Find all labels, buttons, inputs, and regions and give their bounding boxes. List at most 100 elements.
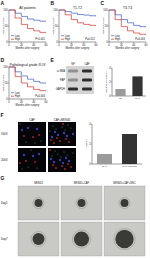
label: T1-T2 xyxy=(73,6,82,10)
series-group xyxy=(109,10,146,35)
cell-dot xyxy=(23,135,25,137)
y-axis xyxy=(112,68,113,96)
bars xyxy=(115,76,142,96)
series-group xyxy=(59,10,96,26)
spheroid-halo xyxy=(31,232,46,247)
fluorescence-images: CAFCAF+MKN45100X200X xyxy=(1,118,76,173)
label: 0 xyxy=(8,100,10,104)
legend-swatch xyxy=(11,35,14,36)
label: D xyxy=(1,57,5,63)
label: Low xyxy=(115,34,120,38)
survival-curve xyxy=(9,67,46,91)
label: Low xyxy=(15,91,20,95)
label: E xyxy=(51,57,55,63)
survival-curve xyxy=(109,10,146,28)
label: Months after surgery xyxy=(116,46,140,50)
label: 50 xyxy=(5,24,8,28)
cell-dot xyxy=(68,160,70,162)
cell-dot xyxy=(67,163,69,165)
series-group xyxy=(9,10,46,33)
label: 200X xyxy=(1,158,8,162)
label: FAP xyxy=(60,78,65,82)
spheroid-halo xyxy=(33,198,44,209)
cell-dot xyxy=(34,142,35,143)
cell-dot xyxy=(64,168,66,170)
brightfield xyxy=(18,222,59,256)
cell-dot xyxy=(66,154,67,155)
cell-dot xyxy=(56,137,58,139)
cell-dot xyxy=(63,132,65,134)
cell-dot xyxy=(72,152,73,153)
y-tick xyxy=(108,42,109,43)
cell-dot xyxy=(32,136,34,138)
x-axis xyxy=(109,42,146,43)
km-chart: 0204060050100T3-T4Months after surgeryOv… xyxy=(102,6,148,51)
label: 40 xyxy=(82,43,85,47)
label: CAF xyxy=(84,62,90,66)
y-tick xyxy=(111,96,112,97)
cell-dot xyxy=(38,134,40,136)
cell-dot xyxy=(60,156,61,157)
label: NF xyxy=(119,97,123,100)
bars xyxy=(97,134,137,164)
x-axis xyxy=(59,42,96,43)
cell-dot xyxy=(70,166,72,168)
spheroid-halo xyxy=(114,228,135,249)
label: P=0.012 xyxy=(85,37,95,41)
y-tick xyxy=(8,83,9,84)
label: 0 xyxy=(6,40,8,44)
spheroid xyxy=(35,199,43,207)
label: MKN45+CAF+NSC xyxy=(113,181,135,185)
bar xyxy=(122,134,137,164)
cell-dot xyxy=(32,155,34,157)
y-axis xyxy=(59,10,60,42)
cell-dot xyxy=(55,167,57,169)
y-tick xyxy=(58,26,59,27)
legend-swatch xyxy=(111,35,114,36)
label: α-SMA xyxy=(57,69,65,73)
y-tick xyxy=(58,10,59,11)
cell-dot xyxy=(52,125,53,126)
y-tick xyxy=(8,10,9,11)
cell-dot xyxy=(27,127,29,129)
y-tick xyxy=(108,10,109,11)
label: 100 xyxy=(53,8,58,12)
label: CAF xyxy=(29,118,35,122)
label: Months after surgery xyxy=(66,46,90,50)
brightfield xyxy=(18,186,59,220)
label: Months after surgery xyxy=(16,103,40,107)
legend-swatch xyxy=(111,39,114,40)
label: Relative expression xyxy=(105,71,108,93)
spheroid xyxy=(115,230,133,248)
brightfield xyxy=(61,186,102,220)
y-axis xyxy=(92,124,93,164)
bar-chart: 024Relative expressionNFCAF xyxy=(105,66,146,101)
figure: ABCDEFG0204060050100All patientsMonths a… xyxy=(0,0,150,258)
cell-dot xyxy=(61,165,63,167)
label: Low xyxy=(65,34,70,38)
cell-dot xyxy=(51,136,53,138)
label: P=0.003 xyxy=(135,37,145,41)
y-tick xyxy=(91,124,92,125)
blot-band xyxy=(82,79,92,82)
cell-dot xyxy=(52,164,54,166)
km-chart: 0204060050100T1-T2Months after surgeryOv… xyxy=(52,6,98,51)
cell-dot xyxy=(34,161,36,163)
cell-dot xyxy=(63,151,64,152)
legend-swatch xyxy=(11,96,14,97)
label: 0 xyxy=(108,43,110,47)
series-group xyxy=(9,67,46,91)
label: 4 xyxy=(89,122,91,126)
brightfield xyxy=(61,222,102,256)
legend-swatch xyxy=(61,35,64,36)
label: 50 xyxy=(55,24,58,28)
label: 60 xyxy=(45,100,48,104)
label: F xyxy=(1,112,4,118)
cell-dot xyxy=(70,127,71,128)
y-tick xyxy=(8,26,9,27)
label: 20 xyxy=(120,43,123,47)
label: Pathological grade III-IV xyxy=(9,63,46,67)
cell-dot xyxy=(66,135,68,137)
cell-dot xyxy=(68,141,70,143)
label: All patients xyxy=(19,6,36,10)
